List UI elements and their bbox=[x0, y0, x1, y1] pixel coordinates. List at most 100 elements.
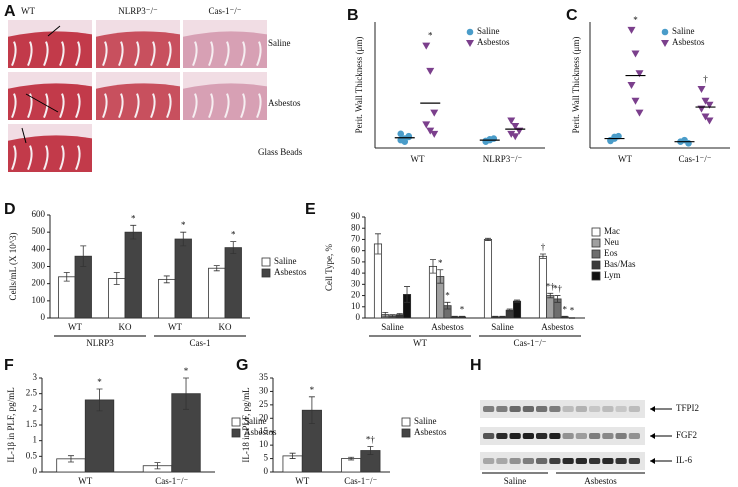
blot-band bbox=[483, 406, 495, 412]
tissue-gap bbox=[102, 41, 108, 66]
error-bar bbox=[514, 299, 521, 303]
legend-label: Bas/Mas bbox=[604, 259, 636, 269]
error-bar bbox=[451, 315, 458, 318]
blot-band bbox=[496, 458, 508, 464]
x-tick-label: WT bbox=[168, 322, 182, 332]
annotation: * bbox=[310, 385, 315, 395]
annotation: * bbox=[428, 31, 433, 41]
bar bbox=[84, 399, 115, 473]
y-tick-label: 10 bbox=[351, 301, 361, 311]
group-label: Saline bbox=[504, 476, 527, 486]
legend-swatch bbox=[401, 428, 411, 438]
blot-band bbox=[536, 433, 548, 439]
bar bbox=[428, 265, 438, 319]
x-tick-label: Cas-1⁻/⁻ bbox=[344, 476, 377, 486]
tissue-gap bbox=[166, 41, 172, 66]
row-label: Glass Beads bbox=[258, 147, 303, 157]
error-bar bbox=[367, 446, 374, 455]
protein-label: IL-6 bbox=[676, 455, 692, 465]
annotation: * bbox=[131, 213, 136, 223]
error-bar bbox=[444, 301, 451, 310]
row-label: Saline bbox=[268, 38, 291, 48]
error-bar bbox=[180, 231, 187, 247]
point bbox=[422, 42, 431, 50]
protein-label: FGF2 bbox=[676, 430, 697, 440]
tissue bbox=[8, 31, 92, 68]
blot-band bbox=[575, 406, 587, 412]
legend-label: Neu bbox=[604, 237, 619, 247]
point bbox=[430, 109, 439, 117]
bar bbox=[124, 231, 142, 319]
point bbox=[627, 82, 636, 89]
blot-band bbox=[536, 458, 548, 464]
tissue-gap bbox=[59, 41, 65, 66]
point bbox=[701, 97, 710, 105]
point bbox=[397, 130, 405, 138]
point bbox=[422, 121, 431, 129]
annotation: *† bbox=[546, 281, 556, 291]
error-bar bbox=[429, 259, 436, 274]
y-axis-title: Perit. Wall Thickness (μm) bbox=[354, 37, 364, 134]
x-tick-label: WT bbox=[618, 154, 632, 164]
legend-marker bbox=[466, 28, 474, 36]
blot-band bbox=[589, 406, 601, 412]
legend-label: Saline bbox=[477, 26, 500, 36]
blot-band bbox=[628, 433, 640, 439]
panel-letter: F bbox=[4, 357, 14, 374]
point bbox=[511, 122, 520, 130]
legend-swatch bbox=[261, 257, 271, 267]
panel-letter: E bbox=[305, 201, 316, 218]
y-tick-label: 0 bbox=[356, 312, 361, 322]
error-bar bbox=[499, 315, 506, 318]
point bbox=[705, 101, 714, 109]
legend-marker bbox=[466, 40, 474, 47]
blot-band bbox=[509, 433, 521, 439]
tissue-gap bbox=[27, 145, 33, 170]
tissue-gap bbox=[256, 93, 262, 118]
y-axis-title: IL-18 in PLF, pg/mL bbox=[241, 387, 251, 462]
legend-label: Mac bbox=[604, 226, 620, 236]
blot-band bbox=[575, 458, 587, 464]
tissue-gap bbox=[102, 93, 108, 118]
tissue-gap bbox=[224, 93, 230, 118]
arrow-head bbox=[650, 406, 655, 412]
group-label: WT bbox=[413, 338, 427, 348]
error-bar bbox=[561, 315, 568, 318]
tissue bbox=[183, 83, 267, 120]
x-tick-label: WT bbox=[68, 322, 82, 332]
error-bar bbox=[374, 233, 381, 255]
tissue-gap bbox=[224, 41, 230, 66]
annotation: * bbox=[563, 304, 568, 314]
y-tick-label: 2.5 bbox=[26, 388, 38, 398]
error-bar bbox=[396, 313, 403, 317]
tissue-gap bbox=[134, 93, 140, 118]
point bbox=[426, 67, 435, 75]
legend-swatch bbox=[591, 249, 601, 259]
blot-band bbox=[628, 406, 640, 412]
error-bar bbox=[492, 315, 499, 318]
blot-band bbox=[483, 433, 495, 439]
error-bar bbox=[96, 388, 103, 412]
error-bar bbox=[183, 377, 190, 410]
y-tick-label: 1 bbox=[33, 435, 38, 445]
blot-band bbox=[562, 433, 574, 439]
column-label: Cas-1⁻/⁻ bbox=[209, 6, 242, 16]
tissue-gap bbox=[240, 93, 246, 118]
tissue-gap bbox=[240, 41, 246, 66]
tissue-gap bbox=[75, 145, 81, 170]
legend-label: Eos bbox=[604, 248, 618, 258]
x-tick-label: Cas-1⁻/⁻ bbox=[155, 476, 188, 486]
legend-swatch bbox=[401, 417, 411, 427]
annotation: † bbox=[703, 74, 708, 84]
error-bar bbox=[459, 315, 466, 318]
y-tick-label: 100 bbox=[32, 295, 46, 305]
annotation: *† bbox=[366, 435, 376, 445]
bar bbox=[341, 458, 362, 473]
x-tick-label: Saline bbox=[491, 322, 514, 332]
error-bar bbox=[163, 275, 170, 284]
blot-band bbox=[575, 433, 587, 439]
y-tick-label: 90 bbox=[351, 211, 361, 221]
arrow-head bbox=[650, 458, 655, 464]
point bbox=[697, 85, 706, 93]
